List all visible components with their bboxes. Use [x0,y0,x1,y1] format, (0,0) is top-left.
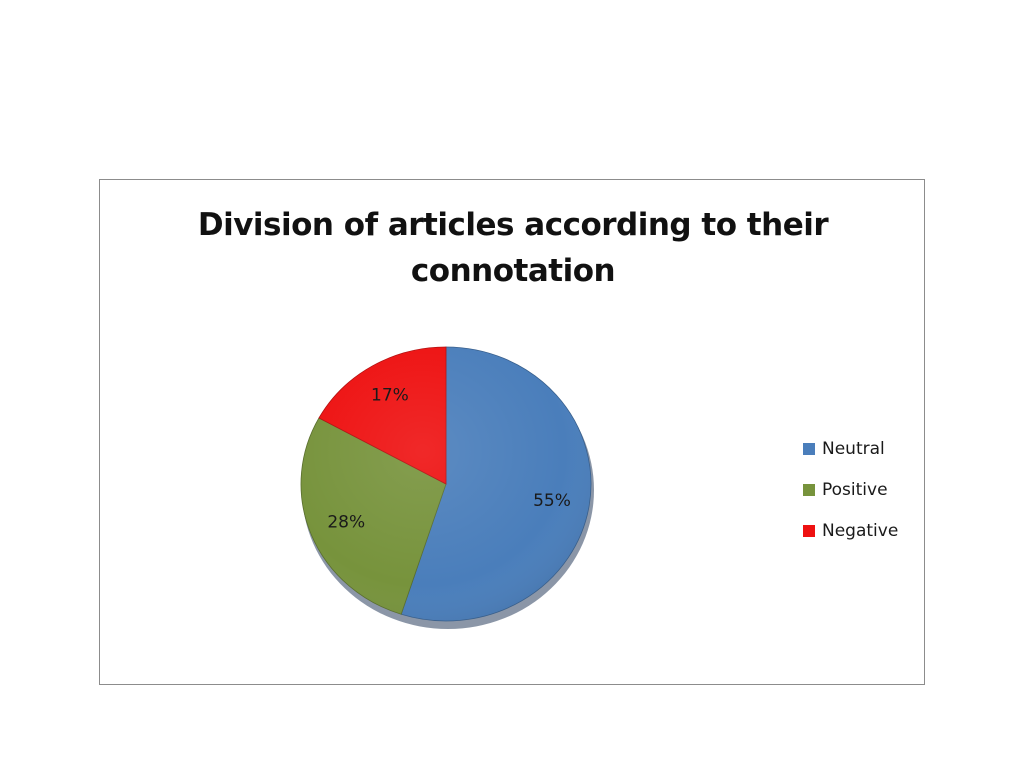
data-label-neutral: 55% [533,491,571,511]
legend-label-negative: Negative [822,521,899,541]
chart-title-line-1: Division of articles according to their [197,207,829,243]
chart-title: Division of articles according to their … [100,202,926,294]
data-label-positive: 28% [327,512,365,532]
legend-swatch-negative [803,525,815,537]
legend-item-positive: Positive [803,480,898,500]
legend-label-neutral: Neutral [822,439,885,459]
pie-chart: 55% 28% 17% [300,346,594,629]
legend-item-negative: Negative [803,521,898,541]
pie-shading [301,347,591,621]
legend-swatch-neutral [803,443,815,455]
legend-swatch-positive [803,484,815,496]
data-label-negative: 17% [371,385,409,405]
chart-title-line-2: connotation [410,253,616,289]
legend-item-neutral: Neutral [803,439,898,459]
chart-legend: Neutral Positive Negative [803,439,898,562]
legend-label-positive: Positive [822,480,888,500]
chart-frame: 55% 28% 17% Division of articles according… [99,179,925,685]
